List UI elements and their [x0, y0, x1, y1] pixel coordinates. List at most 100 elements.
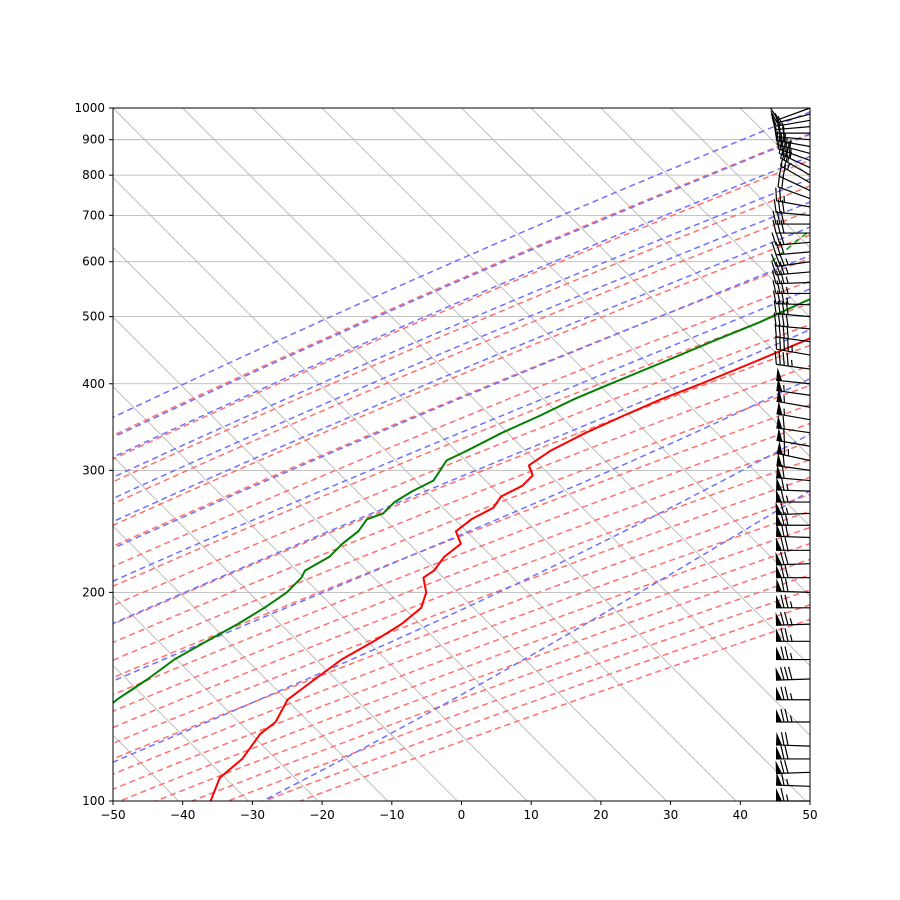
moist-adiabat-line: [113, 288, 810, 582]
wind-barb-full: [785, 301, 789, 315]
moist-adiabat-line: [262, 489, 810, 801]
wind-barb-full: [770, 253, 777, 267]
dry-adiabat-line: [113, 210, 810, 505]
isotherm-line: [809, 108, 810, 109]
wind-barb-full: [774, 351, 777, 365]
wind-barb-full: [784, 732, 789, 746]
wind-barb-full: [775, 241, 781, 255]
wind-barb-full: [784, 594, 789, 608]
wind-barb-staff: [780, 157, 811, 176]
wind-barb: [776, 537, 810, 551]
x-tick-label: −30: [240, 808, 265, 822]
wind-barb-half: [789, 715, 793, 723]
wind-barb: [777, 135, 811, 162]
wind-barb: [775, 731, 811, 747]
wind-barb-full: [774, 253, 781, 267]
wind-barb-flag: [776, 415, 783, 429]
wind-barb-full: [786, 325, 789, 339]
wind-barb-full: [781, 199, 785, 214]
dry-adiabat-line: [113, 384, 810, 662]
moist-adiabat-line: [113, 254, 810, 550]
wind-barb-flag: [776, 476, 783, 491]
isotherm-line: [113, 386, 528, 801]
wind-barb-half: [785, 258, 789, 266]
wind-barb-full: [784, 138, 788, 152]
wind-barb-full: [775, 232, 781, 246]
isotherm-line: [391, 108, 810, 527]
wind-barb-full: [772, 210, 777, 225]
wind-barb-full: [777, 173, 781, 188]
wind-barb: [776, 388, 811, 408]
wind-barb-full: [784, 646, 789, 660]
dry-adiabat-line: [113, 280, 810, 568]
wind-barb-staff: [776, 241, 811, 246]
wind-barb-half: [789, 601, 793, 608]
y-tick-label: 900: [82, 133, 105, 147]
dry-adiabat-line: [113, 510, 810, 775]
wind-barb-full: [779, 551, 785, 565]
wind-barb: [771, 241, 811, 256]
wind-barb: [774, 351, 811, 370]
wind-barb-full: [783, 760, 789, 774]
dry-adiabat-line: [113, 526, 810, 790]
wind-barb-full: [779, 501, 785, 515]
wind-barb-full: [780, 578, 785, 592]
wind-barb-full: [779, 231, 785, 245]
wind-barb-full: [779, 127, 782, 142]
wind-barb-staff: [776, 119, 811, 127]
wind-barb-half: [786, 163, 791, 170]
wind-barb-staff: [775, 563, 811, 566]
wind-barb-full: [779, 261, 785, 275]
moist-adiabat-line: [113, 133, 810, 439]
wind-barb-full: [772, 280, 777, 294]
wind-barb: [771, 231, 811, 246]
dry-adiabat-line: [117, 542, 810, 801]
mixing-ratio-line: [897, 108, 900, 262]
wind-barb-full: [771, 241, 777, 256]
wind-barb-flag: [776, 745, 782, 759]
wind-barb-full: [783, 666, 789, 680]
wind-barb-full: [787, 337, 789, 352]
wind-barb-full: [778, 140, 783, 154]
wind-barb-staff: [777, 107, 811, 121]
dry-adiabat-line: [113, 364, 810, 644]
wind-barb-full: [779, 666, 785, 681]
wind-barb-half: [789, 652, 793, 660]
wind-barb-full: [781, 313, 785, 327]
x-tick-label: −50: [100, 808, 125, 822]
wind-barb: [776, 440, 811, 462]
wind-barb: [773, 312, 811, 330]
wind-barb-full: [777, 300, 781, 315]
dry-adiabat-line: [113, 476, 810, 745]
wind-barb-flag: [776, 564, 782, 578]
mixing-ratio-line: [840, 108, 900, 262]
wind-barb-half: [786, 483, 789, 491]
y-tick-label: 300: [82, 463, 105, 477]
wind-barb: [776, 628, 810, 642]
wind-barb-half: [789, 151, 793, 159]
dry-adiabat-line: [113, 132, 810, 437]
wind-barb-staff: [776, 251, 811, 256]
wind-barb-flag: [775, 551, 783, 565]
moist-adiabat-line: [113, 226, 810, 523]
dry-adiabat-line: [113, 493, 810, 760]
wind-barb-flag: [775, 501, 783, 515]
wind-barb: [776, 377, 811, 396]
isotherm-line: [113, 246, 667, 801]
wind-barb-full: [780, 787, 785, 802]
wind-barb-half: [785, 276, 789, 284]
wind-barb-full: [770, 110, 778, 124]
wind-barb-full: [780, 523, 785, 537]
wind-barb-full: [778, 252, 785, 266]
wind-barb-full: [782, 453, 785, 467]
wind-barb-flag: [776, 367, 783, 381]
wind-barb-staff: [776, 313, 811, 318]
y-tick-label: 200: [82, 585, 105, 599]
isotherm-line: [113, 595, 319, 801]
y-tick-label: 500: [82, 310, 105, 324]
wind-barb-full: [775, 127, 778, 141]
wind-barb-full: [784, 523, 789, 537]
wind-barb-half: [785, 267, 789, 275]
wind-barb-flag: [776, 452, 783, 467]
